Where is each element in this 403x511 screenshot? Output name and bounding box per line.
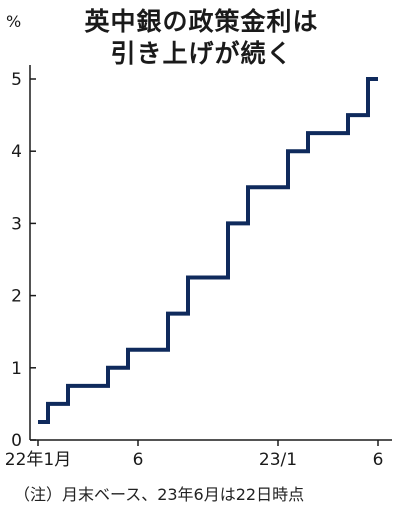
- x-tick-label: 23/1: [259, 450, 297, 470]
- y-axis-unit: %: [6, 12, 22, 31]
- x-tick-label: 22年1月: [5, 450, 71, 470]
- x-tick-label: 6: [133, 450, 144, 470]
- y-tick-label: 0: [11, 431, 22, 451]
- y-tick-label: 1: [11, 359, 22, 379]
- x-tick-label: 6: [373, 450, 384, 470]
- series-line: [38, 77, 378, 424]
- chart-title-line-2: 引き上げが続く: [110, 39, 293, 68]
- chart-note: （注）月末ベース、23年6月は22日時点: [14, 485, 305, 504]
- y-tick-label: 3: [11, 214, 22, 234]
- y-tick-label: 2: [11, 287, 22, 307]
- y-tick-label: 5: [11, 70, 22, 90]
- y-tick-label: 4: [11, 142, 22, 162]
- chart-title-line-1: 英中銀の政策金利は: [84, 7, 319, 36]
